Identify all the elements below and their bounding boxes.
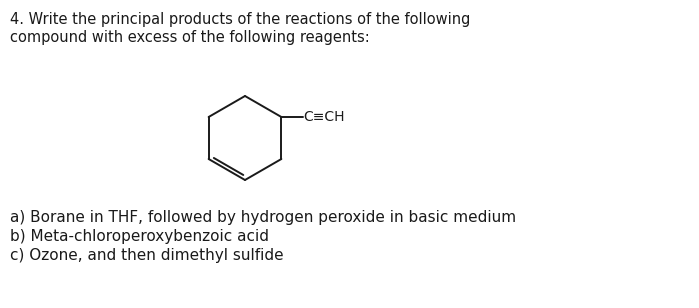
Text: compound with excess of the following reagents:: compound with excess of the following re…	[10, 30, 370, 45]
Text: b) Meta-chloroperoxybenzoic acid: b) Meta-chloroperoxybenzoic acid	[10, 229, 269, 244]
Text: c) Ozone, and then dimethyl sulfide: c) Ozone, and then dimethyl sulfide	[10, 248, 284, 263]
Text: a) Borane in THF, followed by hydrogen peroxide in basic medium: a) Borane in THF, followed by hydrogen p…	[10, 210, 516, 225]
Text: C≡CH: C≡CH	[303, 110, 345, 124]
Text: 4. Write the principal products of the reactions of the following: 4. Write the principal products of the r…	[10, 12, 470, 27]
